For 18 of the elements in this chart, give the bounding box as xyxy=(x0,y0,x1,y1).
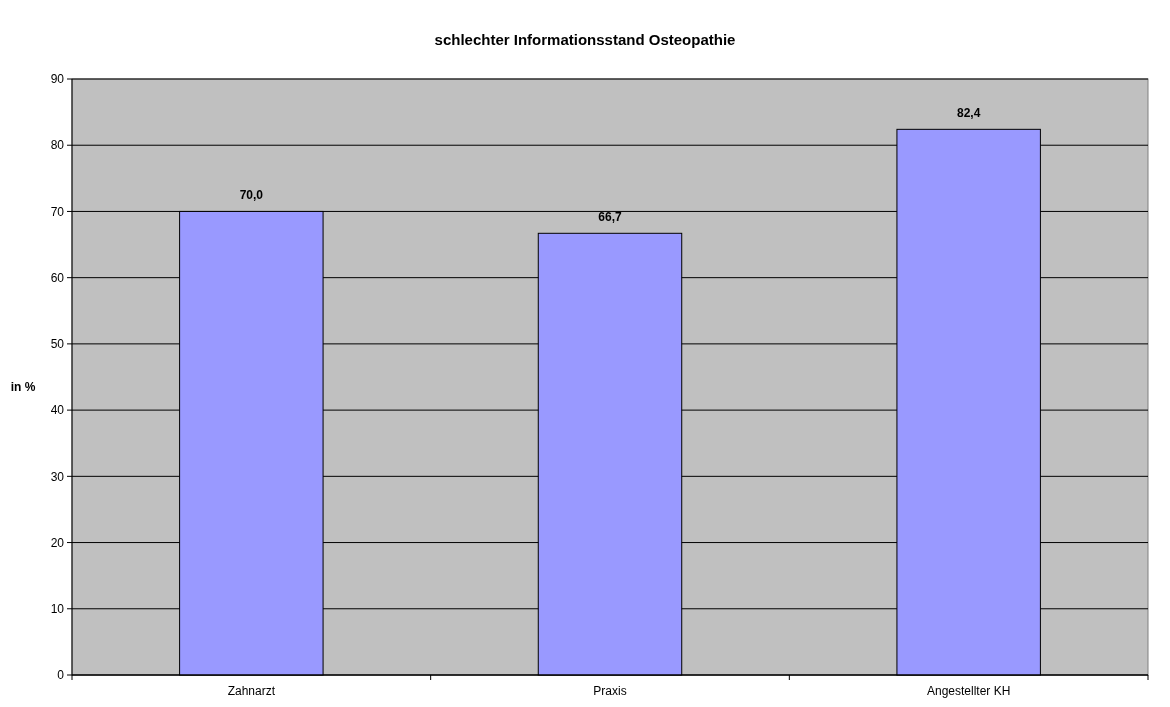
data-label: 66,7 xyxy=(598,210,622,225)
y-tick-label: 40 xyxy=(50,403,65,418)
chart-title: schlechter Informationsstand Osteopathie xyxy=(434,31,736,48)
y-tick-label: 30 xyxy=(50,469,65,484)
y-tick-label: 60 xyxy=(50,270,65,285)
y-tick-label: 80 xyxy=(50,138,65,153)
y-tick-label: 20 xyxy=(50,535,65,550)
y-tick-label: 70 xyxy=(50,204,65,219)
data-label: 70,0 xyxy=(239,188,264,203)
x-tick-label: Zahnarzt xyxy=(227,684,276,698)
y-tick-label: 90 xyxy=(50,72,65,87)
data-label: 82,4 xyxy=(956,106,981,121)
y-axis-title: in % xyxy=(10,380,36,394)
x-tick-label: Praxis xyxy=(593,684,627,698)
y-tick-label: 50 xyxy=(50,337,65,352)
y-tick-label: 0 xyxy=(57,668,65,683)
y-tick-label: 10 xyxy=(50,601,65,616)
x-tick-label: Angestellter KH xyxy=(926,684,1011,698)
